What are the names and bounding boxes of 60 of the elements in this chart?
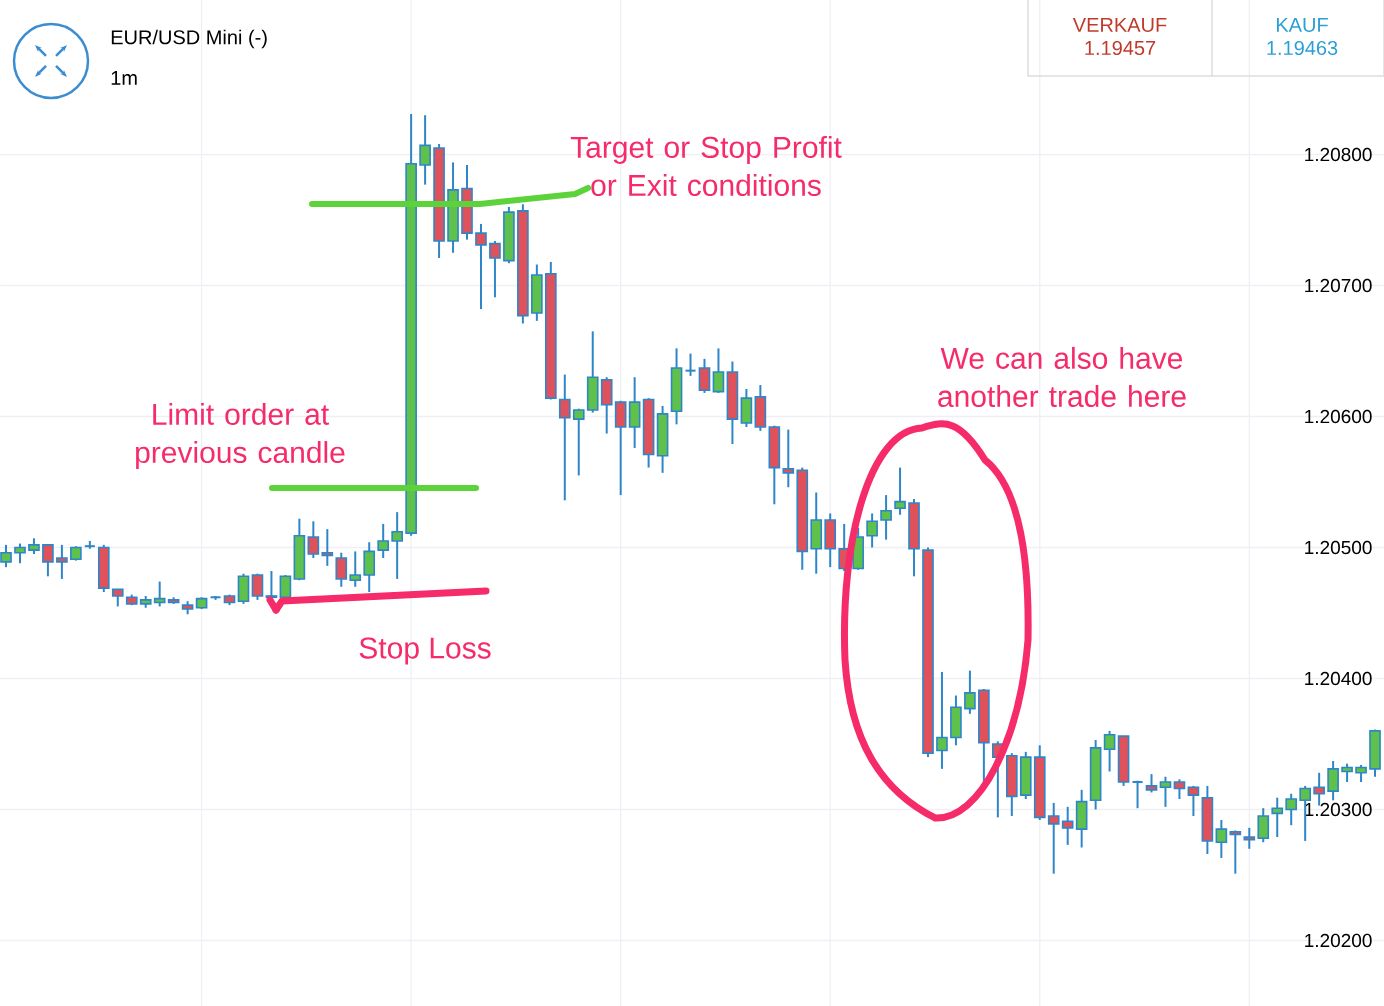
candlestick	[1327, 760, 1339, 802]
candlestick	[572, 407, 585, 477]
candlestick	[251, 572, 264, 601]
candlestick	[1103, 729, 1116, 773]
annotation: 1.19463	[1267, 40, 1338, 56]
candlestick	[377, 522, 390, 559]
text: EUR/USD Mini (-)	[111, 29, 267, 49]
candlestick	[349, 550, 362, 588]
candlestick	[1187, 784, 1200, 818]
candlestick	[307, 520, 320, 559]
annotation: We can also have another trade here	[938, 346, 1186, 408]
candlestick	[335, 551, 348, 588]
candlestick	[1341, 762, 1353, 783]
y-tick-label: 1.20800	[1305, 147, 1372, 162]
candlestick	[363, 541, 376, 594]
candlestick	[419, 114, 431, 186]
annotation: 1.19457	[1085, 40, 1156, 56]
candlestick	[321, 528, 334, 567]
candlestick	[1229, 829, 1242, 875]
candlestick	[1145, 773, 1158, 794]
candlestick	[558, 373, 571, 502]
candlestick	[782, 428, 795, 489]
y-tick-label: 1.20300	[1305, 802, 1372, 817]
candlestick	[1285, 792, 1298, 827]
candlestick	[698, 357, 711, 394]
candlestick	[56, 543, 68, 580]
candlestick	[475, 222, 487, 311]
annotation: Stop Loss	[359, 637, 491, 665]
candlestick	[1257, 807, 1270, 844]
candlestick	[684, 352, 697, 377]
candlestick	[894, 466, 906, 516]
candlestick	[153, 580, 166, 608]
candlestick	[0, 543, 12, 569]
candlestick	[1243, 826, 1256, 850]
candlestick	[1159, 775, 1172, 808]
candlestick	[489, 239, 501, 299]
candlestick	[1173, 778, 1186, 801]
candlestick	[391, 511, 403, 580]
y-tick-label: 1.20500	[1305, 540, 1372, 555]
candlestick	[14, 542, 26, 565]
y-tick-label: 1.20700	[1305, 278, 1372, 293]
candlestick	[1047, 801, 1060, 875]
candlestick	[1061, 805, 1074, 846]
annotation: KAUF	[1276, 18, 1328, 32]
candlestick	[866, 512, 878, 549]
candlestick	[880, 494, 892, 541]
annotation: VERKAUF	[1072, 18, 1167, 32]
candlestick	[1271, 796, 1284, 838]
candlestick	[712, 347, 725, 394]
y-tick-label: 1.20400	[1305, 671, 1372, 686]
y-tick-label: 1.20200	[1305, 933, 1372, 948]
y-tick-label: 1.20600	[1305, 409, 1372, 424]
candlestick	[964, 669, 976, 715]
candlestick	[1215, 818, 1228, 859]
annotation: Target or Stop Profit or Exit conditions	[570, 135, 842, 197]
candlestick	[1131, 779, 1144, 810]
annotation: Limit order at previous candle	[136, 402, 345, 470]
text: 1m	[111, 71, 137, 85]
candlestick	[42, 543, 54, 578]
candlestick	[936, 670, 948, 770]
